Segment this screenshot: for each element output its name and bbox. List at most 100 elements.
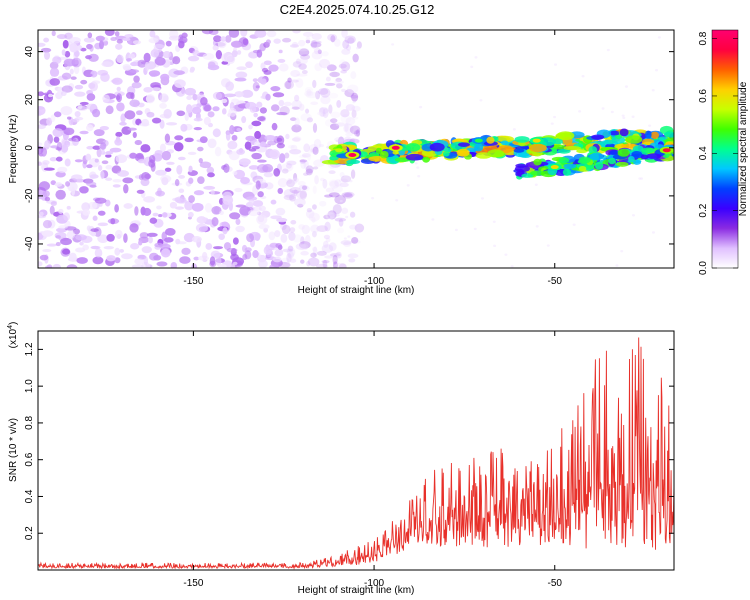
noise-blob	[303, 160, 309, 170]
noise-blob	[276, 142, 285, 149]
noise-blob	[112, 178, 122, 183]
signal-blob	[608, 157, 616, 165]
noise-blob	[191, 202, 204, 212]
noise-blob	[290, 144, 298, 152]
noise-blob	[345, 117, 356, 126]
noise-blob	[344, 191, 355, 198]
spectrogram-y-tick-label: 0	[24, 145, 35, 151]
noise-blob	[213, 246, 224, 250]
noise-blob	[184, 111, 190, 121]
signal-blob	[556, 131, 575, 141]
noise-blob	[274, 230, 281, 238]
noise-blob	[349, 125, 361, 135]
noise-blob	[197, 176, 205, 184]
noise-blob	[112, 184, 121, 188]
noise-blob	[339, 172, 345, 178]
noise-blob	[139, 232, 149, 239]
noise-blob	[269, 264, 279, 268]
noise-blob	[312, 246, 317, 252]
noise-blob	[213, 35, 222, 43]
noise-speck	[601, 107, 605, 110]
noise-blob	[325, 237, 331, 243]
colorbar-tick-label: 0.4	[698, 146, 709, 160]
noise-blob	[191, 263, 198, 268]
noise-blob	[122, 37, 131, 42]
signal-blob	[591, 134, 605, 140]
signal-blob	[563, 145, 582, 151]
noise-blob	[100, 142, 107, 150]
noise-blob	[177, 156, 186, 161]
noise-blob	[298, 48, 310, 57]
noise-blob	[46, 117, 53, 126]
noise-blob	[98, 40, 104, 50]
noise-blob	[257, 159, 267, 163]
noise-blob	[100, 149, 106, 155]
noise-blob	[257, 191, 264, 198]
noise-blob	[295, 78, 304, 88]
noise-blob	[222, 227, 228, 235]
signal-blob	[563, 163, 577, 169]
noise-blob	[81, 202, 91, 212]
noise-blob	[115, 95, 121, 101]
noise-blob	[300, 54, 311, 60]
noise-blob	[310, 252, 317, 258]
noise-blob	[313, 138, 322, 149]
noise-blob	[144, 61, 150, 72]
noise-blob	[319, 107, 329, 114]
spectrogram-panel: -150 -100 -50 -40 -20 0 20 40 Height of straig…	[8, 29, 675, 296]
noise-blob	[276, 217, 288, 223]
noise-blob	[38, 91, 44, 97]
noise-blob	[299, 159, 306, 165]
noise-blob	[276, 137, 283, 142]
noise-blob	[281, 163, 294, 172]
noise-blob	[97, 234, 109, 243]
noise-blob	[332, 254, 338, 265]
noise-blob	[318, 143, 324, 148]
noise-blob	[281, 257, 290, 264]
noise-blob	[328, 104, 333, 114]
noise-blob	[133, 75, 140, 83]
noise-blob	[311, 40, 322, 44]
signal-blob	[513, 148, 525, 153]
noise-blob	[293, 189, 298, 196]
noise-blob	[232, 237, 239, 245]
noise-blob	[277, 187, 284, 195]
noise-blob	[336, 83, 343, 89]
noise-blob	[313, 159, 326, 167]
noise-blob	[44, 196, 51, 202]
noise-speck	[355, 47, 359, 50]
noise-blob	[41, 230, 54, 237]
noise-blob	[97, 222, 109, 227]
noise-blob	[218, 233, 225, 240]
noise-blob	[230, 264, 236, 268]
noise-blob	[124, 34, 134, 39]
noise-blob	[140, 144, 151, 153]
noise-blob	[328, 92, 339, 99]
noise-blob	[320, 177, 325, 182]
noise-blob	[64, 158, 71, 167]
noise-blob	[176, 165, 183, 175]
noise-blob	[325, 76, 331, 82]
noise-blob	[60, 90, 67, 96]
noise-blob	[256, 49, 263, 58]
noise-blob	[293, 177, 299, 183]
noise-blob	[288, 144, 295, 149]
noise-blob	[340, 175, 352, 183]
noise-blob	[338, 63, 347, 69]
noise-blob	[64, 50, 71, 58]
noise-blob	[148, 154, 156, 164]
noise-blob	[164, 237, 174, 243]
snr-x-ticks: -150 -100 -50	[183, 331, 562, 589]
noise-blob	[293, 136, 302, 142]
noise-blob	[330, 35, 336, 43]
noise-blob	[197, 146, 204, 152]
signal-blob	[335, 148, 343, 153]
noise-blob	[160, 73, 170, 81]
noise-blob	[119, 248, 125, 253]
noise-blob	[132, 219, 141, 225]
noise-blob	[320, 95, 331, 105]
noise-blob	[68, 252, 77, 262]
noise-blob	[344, 136, 352, 144]
colorbar-gradient	[711, 29, 739, 269]
noise-blob	[186, 95, 193, 100]
